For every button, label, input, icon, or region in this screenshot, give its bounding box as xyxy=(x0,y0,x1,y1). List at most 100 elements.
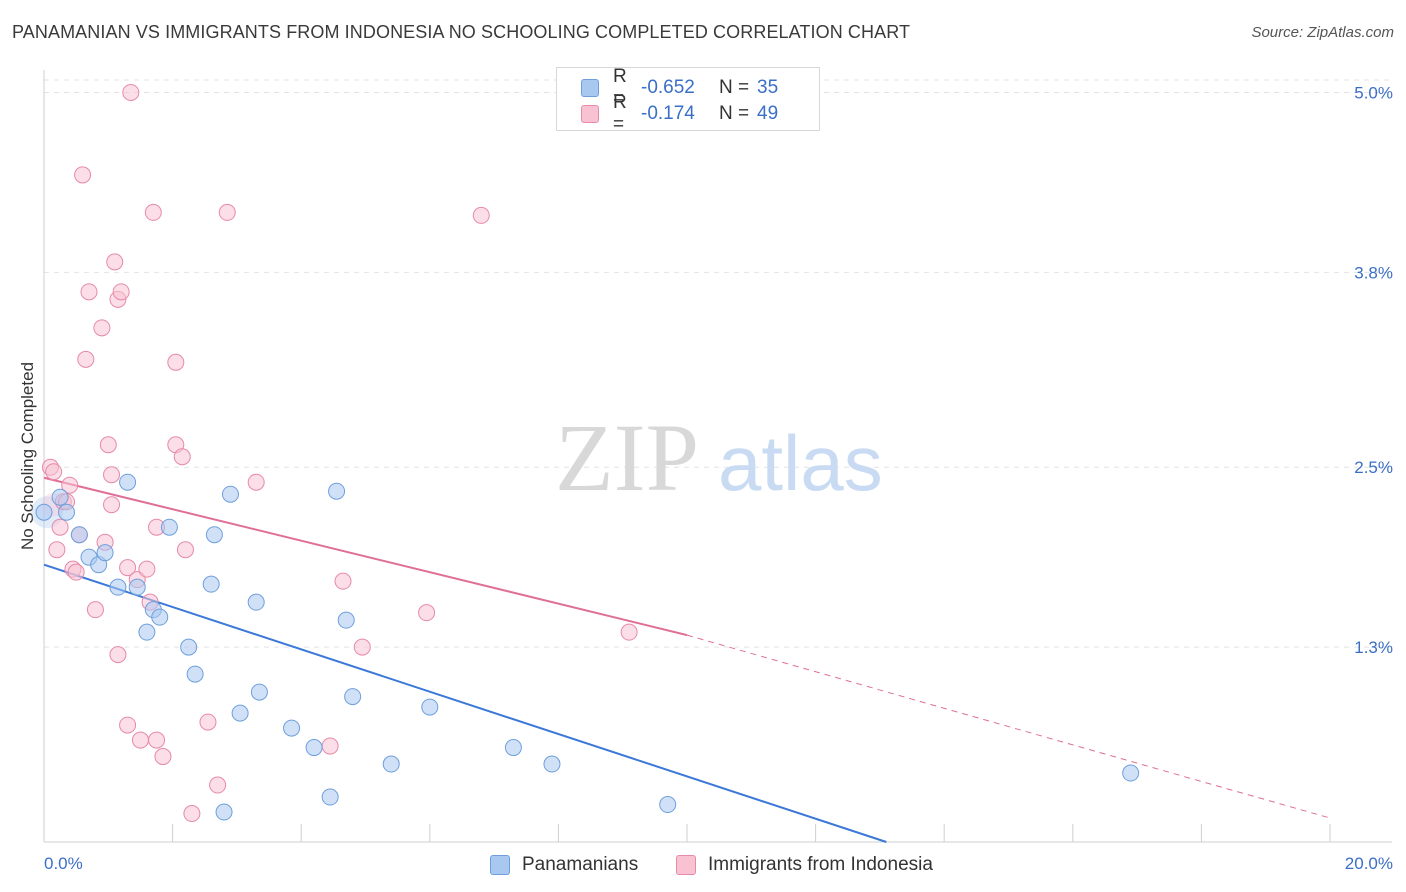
point-panamanians xyxy=(70,526,88,544)
point-indonesia xyxy=(183,805,201,823)
point-indonesia xyxy=(122,83,140,101)
point-panamanians xyxy=(96,544,114,562)
point-indonesia xyxy=(77,350,95,368)
point-panamanians xyxy=(543,755,561,773)
legend-r-value: -0.652 xyxy=(641,77,695,98)
point-indonesia xyxy=(106,253,124,271)
point-panamanians xyxy=(283,719,301,737)
bottom-legend-label: Immigrants from Indonesia xyxy=(708,854,933,875)
legend-swatch-blue xyxy=(581,79,599,97)
point-indonesia xyxy=(119,716,137,734)
point-panamanians xyxy=(35,503,53,521)
chart-title: PANAMANIAN VS IMMIGRANTS FROM INDONESIA … xyxy=(12,22,911,42)
point-indonesia xyxy=(176,541,194,559)
y-tick-label: 3.8% xyxy=(1354,263,1393,282)
legend-n-label: N = xyxy=(719,103,750,124)
point-indonesia xyxy=(353,638,371,656)
point-panamanians xyxy=(659,796,677,814)
point-panamanians xyxy=(128,578,146,596)
legend-row-panamanians: R = -0.652 N = 35 xyxy=(581,66,779,109)
point-indonesia xyxy=(218,203,236,221)
point-panamanians xyxy=(1122,764,1140,782)
point-indonesia xyxy=(45,463,63,481)
legend-n-value: 49 xyxy=(757,103,779,124)
point-panamanians xyxy=(305,739,323,757)
bottom-legend-swatch-pink xyxy=(676,855,696,875)
point-indonesia xyxy=(418,604,436,622)
point-indonesia xyxy=(74,166,92,184)
point-indonesia xyxy=(109,646,127,664)
point-indonesia xyxy=(148,731,166,749)
watermark-atlas: atlas xyxy=(718,419,883,507)
point-indonesia xyxy=(103,496,121,514)
point-indonesia xyxy=(48,541,66,559)
point-panamanians xyxy=(344,688,362,706)
point-panamanians xyxy=(215,803,233,821)
legend-n-label: N = xyxy=(719,77,750,98)
point-indonesia xyxy=(620,623,638,641)
bottom-legend: Panamanians Immigrants from Indonesia xyxy=(0,852,1406,878)
point-indonesia xyxy=(86,601,104,619)
legend-r-label: R = xyxy=(613,92,627,135)
point-indonesia xyxy=(167,353,185,371)
point-panamanians xyxy=(321,788,339,806)
legend-swatch-pink xyxy=(581,105,599,123)
point-panamanians xyxy=(58,503,76,521)
watermark-zip: ZIP xyxy=(555,404,699,511)
point-panamanians xyxy=(504,739,522,757)
point-panamanians xyxy=(119,473,137,491)
trend-line-panamanians xyxy=(43,563,887,843)
point-panamanians xyxy=(109,578,127,596)
point-indonesia xyxy=(112,283,130,301)
point-indonesia xyxy=(61,476,79,494)
legend-row-indonesia: R = -0.174 N = 49 xyxy=(581,92,779,135)
watermark: ZIP atlas xyxy=(555,404,883,511)
point-indonesia xyxy=(103,466,121,484)
point-indonesia xyxy=(138,560,156,578)
point-panamanians xyxy=(337,611,355,629)
data-points xyxy=(31,83,1140,823)
point-panamanians xyxy=(180,638,198,656)
tick-labels: 1.3% 2.5% 3.8% 5.0% 0.0% 20.0% xyxy=(44,83,1393,873)
point-panamanians xyxy=(202,575,220,593)
legend-r-label: R = xyxy=(613,66,627,109)
legend-r-value: -0.174 xyxy=(641,103,695,124)
legend-box: R = -0.652 N = 35 R = -0.174 N = 49 xyxy=(556,66,820,135)
trend-line-indonesia-extension xyxy=(686,634,1331,819)
point-panamanians xyxy=(51,488,69,506)
point-indonesia xyxy=(131,731,149,749)
point-panamanians xyxy=(247,593,265,611)
point-indonesia xyxy=(209,776,227,794)
point-panamanians xyxy=(151,608,169,626)
point-indonesia xyxy=(154,748,172,766)
point-panamanians xyxy=(138,623,156,641)
x-tick-label: 20.0% xyxy=(1345,854,1393,873)
bottom-legend-indonesia: Immigrants from Indonesia xyxy=(676,852,933,878)
point-indonesia xyxy=(67,563,85,581)
x-tick-label: 0.0% xyxy=(44,854,83,873)
bottom-legend-panamanians: Panamanians xyxy=(490,852,638,878)
point-indonesia xyxy=(334,572,352,590)
point-indonesia xyxy=(472,206,490,224)
source-label: Source: ZipAtlas.com xyxy=(1251,24,1394,41)
point-indonesia xyxy=(199,713,217,731)
point-indonesia xyxy=(99,436,117,454)
legend-n-value: 35 xyxy=(757,77,779,98)
point-indonesia xyxy=(80,283,98,301)
point-indonesia xyxy=(247,473,265,491)
point-indonesia xyxy=(93,319,111,337)
point-indonesia xyxy=(144,203,162,221)
point-indonesia xyxy=(119,559,137,577)
point-panamanians xyxy=(231,704,249,722)
point-panamanians xyxy=(250,683,268,701)
point-indonesia xyxy=(51,518,69,536)
point-panamanians xyxy=(382,755,400,773)
point-panamanians xyxy=(421,698,439,716)
point-panamanians xyxy=(205,526,223,544)
y-tick-label: 1.3% xyxy=(1354,638,1393,657)
point-indonesia xyxy=(321,737,339,755)
bottom-legend-label: Panamanians xyxy=(522,854,639,875)
trend-line-indonesia xyxy=(43,476,688,637)
y-tick-label: 2.5% xyxy=(1354,458,1393,477)
grid-lines xyxy=(44,79,1392,648)
